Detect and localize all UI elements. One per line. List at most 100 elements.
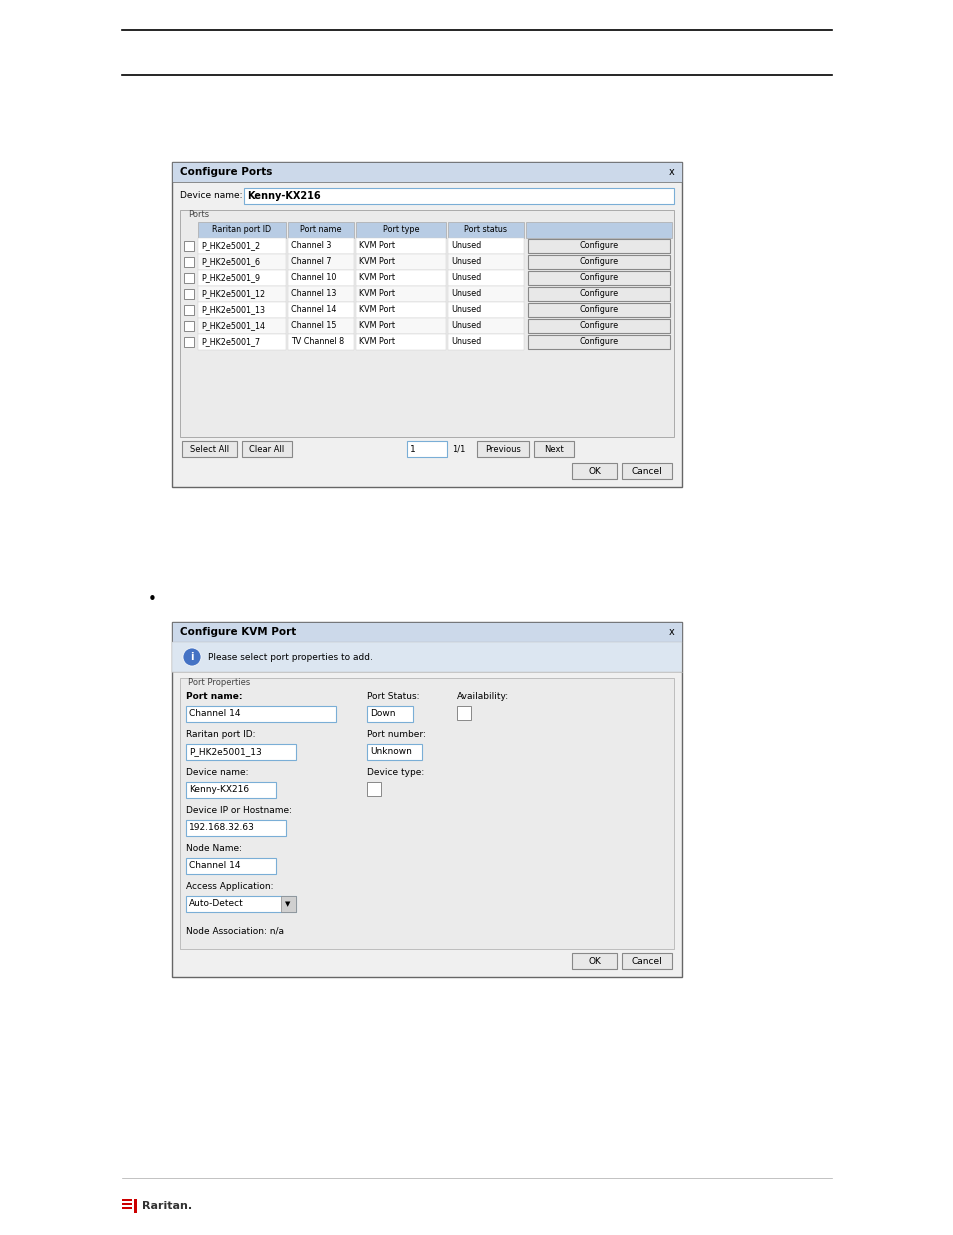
Text: Availability:: Availability:: [456, 692, 509, 701]
Text: Channel 15: Channel 15: [291, 321, 336, 331]
Text: Unused: Unused: [451, 242, 480, 251]
Text: Configure: Configure: [578, 289, 618, 299]
Bar: [355, 222, 446, 238]
Bar: [180, 210, 673, 437]
Bar: [184, 337, 193, 347]
Bar: [448, 270, 523, 287]
Bar: [448, 287, 523, 303]
Bar: [448, 222, 523, 238]
Bar: [572, 463, 617, 479]
Bar: [184, 273, 193, 283]
Text: 1/1: 1/1: [452, 445, 465, 453]
Text: Device type:: Device type:: [367, 768, 424, 777]
Bar: [186, 897, 295, 911]
Bar: [281, 897, 295, 911]
Text: Port Properties: Port Properties: [188, 678, 250, 687]
Bar: [527, 335, 669, 350]
Text: Next: Next: [543, 445, 563, 453]
Bar: [198, 303, 286, 317]
Bar: [172, 162, 681, 487]
Bar: [186, 858, 275, 874]
Bar: [448, 254, 523, 270]
Bar: [184, 257, 193, 267]
Bar: [198, 222, 286, 238]
Bar: [448, 317, 523, 333]
Bar: [621, 463, 671, 479]
Text: Channel 7: Channel 7: [291, 258, 331, 267]
Text: Ports: Ports: [188, 210, 209, 219]
Text: Previous: Previous: [484, 445, 520, 453]
Bar: [288, 270, 354, 287]
Text: KVM Port: KVM Port: [358, 273, 395, 283]
Text: P_HK2e5001_7: P_HK2e5001_7: [201, 337, 260, 347]
Text: Device IP or Hostname:: Device IP or Hostname:: [186, 806, 292, 815]
Bar: [288, 238, 354, 254]
Text: Unused: Unused: [451, 273, 480, 283]
Circle shape: [183, 648, 201, 666]
Text: Configure: Configure: [578, 242, 618, 251]
Bar: [172, 622, 681, 642]
Text: Kenny-KX216: Kenny-KX216: [247, 191, 320, 201]
Text: P_HK2e5001_13: P_HK2e5001_13: [189, 747, 261, 757]
Text: Select All: Select All: [190, 445, 229, 453]
Text: Unused: Unused: [451, 305, 480, 315]
Text: Node Name:: Node Name:: [186, 844, 242, 853]
Bar: [288, 222, 354, 238]
Bar: [527, 319, 669, 333]
Bar: [448, 303, 523, 317]
Text: OK: OK: [587, 956, 600, 966]
Bar: [525, 222, 671, 238]
Text: P_HK2e5001_9: P_HK2e5001_9: [201, 273, 260, 283]
Bar: [172, 622, 681, 977]
Bar: [198, 287, 286, 303]
Bar: [367, 782, 380, 797]
Bar: [288, 254, 354, 270]
Text: Port number:: Port number:: [367, 730, 425, 739]
Bar: [122, 1203, 132, 1205]
Text: Port Status:: Port Status:: [367, 692, 419, 701]
Text: OK: OK: [587, 467, 600, 475]
Bar: [172, 642, 681, 672]
Text: Configure: Configure: [578, 337, 618, 347]
Text: Raritan.: Raritan.: [142, 1200, 192, 1212]
Text: Raritan port ID:: Raritan port ID:: [186, 730, 255, 739]
Bar: [448, 333, 523, 350]
Bar: [534, 441, 574, 457]
Bar: [527, 240, 669, 253]
Bar: [184, 305, 193, 315]
Text: P_HK2e5001_13: P_HK2e5001_13: [201, 305, 265, 315]
Bar: [242, 441, 292, 457]
Text: Node Association: n/a: Node Association: n/a: [186, 926, 284, 935]
Bar: [355, 317, 446, 333]
Bar: [180, 678, 673, 948]
Bar: [527, 270, 669, 285]
Bar: [244, 188, 673, 204]
Text: 192.168.32.63: 192.168.32.63: [189, 824, 254, 832]
Text: 1: 1: [410, 445, 416, 453]
Bar: [172, 162, 681, 182]
Text: Kenny-KX216: Kenny-KX216: [189, 785, 249, 794]
Text: KVM Port: KVM Port: [358, 289, 395, 299]
Bar: [122, 1199, 132, 1200]
Text: KVM Port: KVM Port: [358, 242, 395, 251]
Bar: [288, 287, 354, 303]
Text: Unused: Unused: [451, 321, 480, 331]
Text: Down: Down: [370, 709, 395, 719]
Bar: [182, 441, 236, 457]
Bar: [621, 953, 671, 969]
Bar: [184, 289, 193, 299]
Bar: [198, 317, 286, 333]
Bar: [527, 254, 669, 269]
Text: Access Application:: Access Application:: [186, 882, 274, 890]
Bar: [184, 321, 193, 331]
Text: Channel 14: Channel 14: [189, 862, 240, 871]
Text: Configure: Configure: [578, 258, 618, 267]
Bar: [448, 238, 523, 254]
Text: Raritan port ID: Raritan port ID: [213, 226, 272, 235]
Bar: [367, 743, 421, 760]
Text: •: •: [148, 593, 156, 608]
Bar: [456, 706, 471, 720]
Bar: [572, 953, 617, 969]
Bar: [288, 303, 354, 317]
Text: Port name:: Port name:: [186, 692, 242, 701]
